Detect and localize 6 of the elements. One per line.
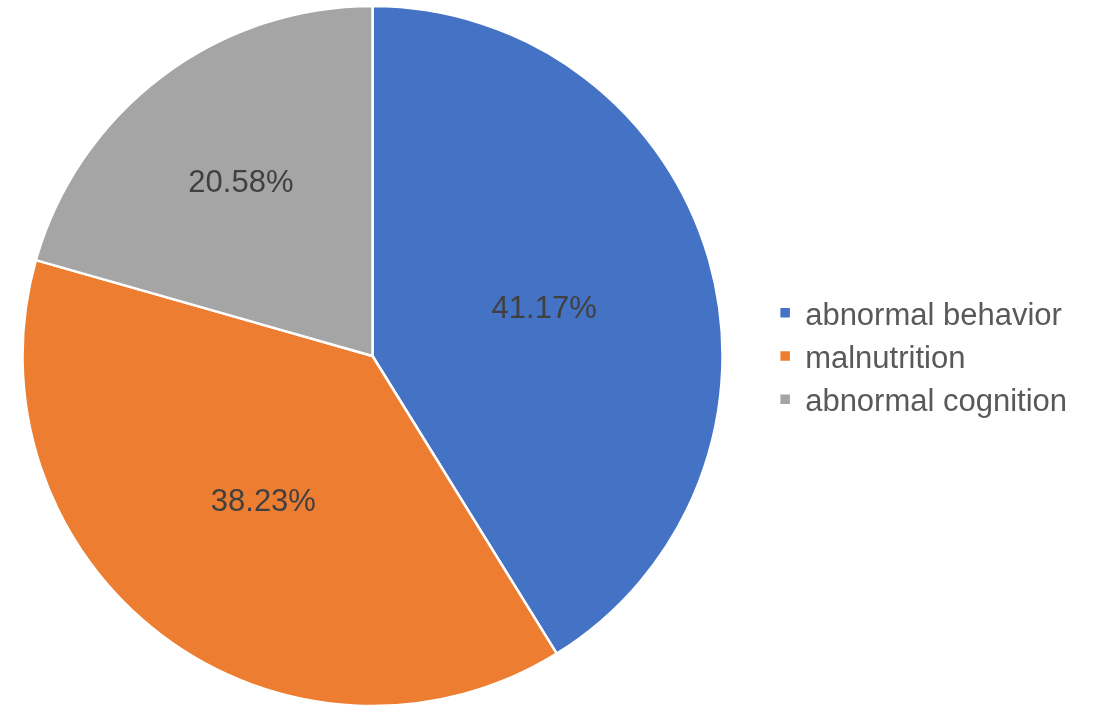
data-label: 20.58% xyxy=(188,164,294,200)
legend-label: abnormal cognition xyxy=(805,383,1068,419)
data-label: 41.17% xyxy=(491,289,597,325)
legend-label: abnormal behavior xyxy=(805,296,1062,332)
data-label: 38.23% xyxy=(210,483,316,519)
legend-label: malnutrition xyxy=(805,340,966,376)
